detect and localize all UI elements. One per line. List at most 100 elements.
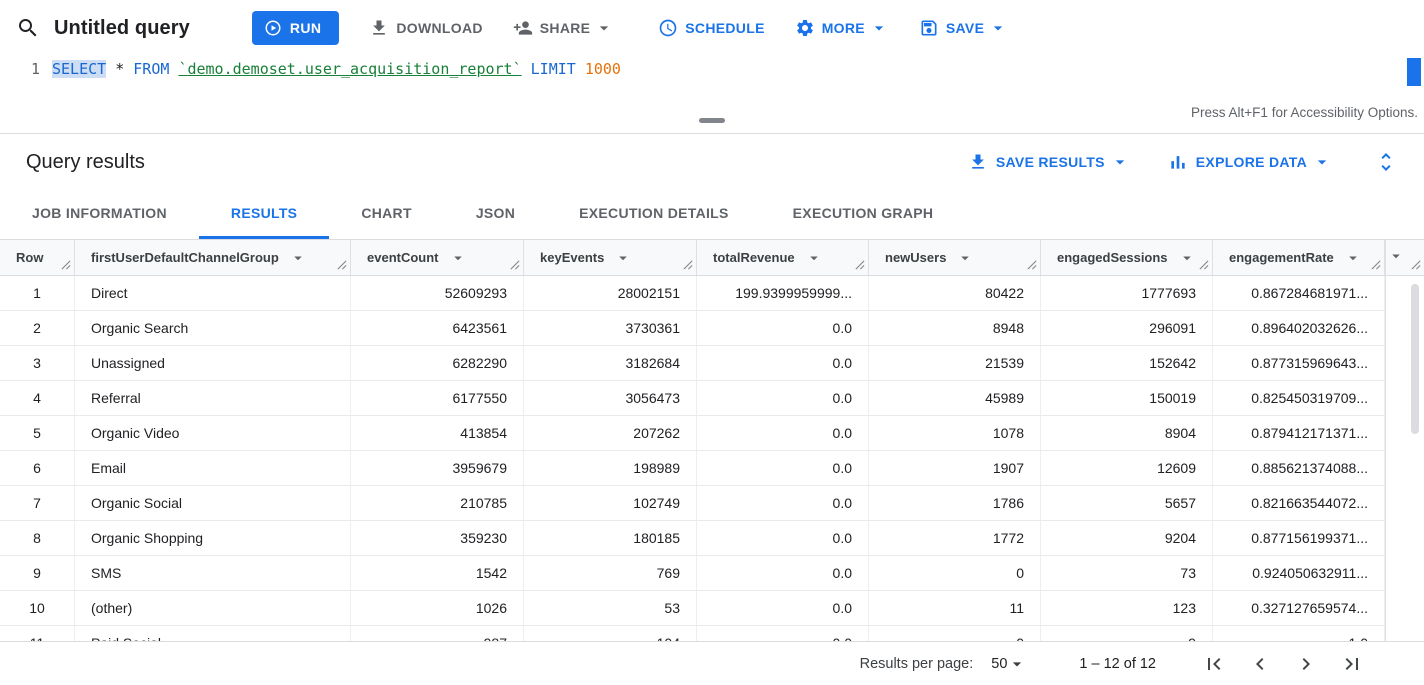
column-header-engagementRate[interactable]: engagementRate [1213, 240, 1385, 275]
cell: 53 [524, 591, 697, 625]
editor-scrollbar[interactable] [1407, 58, 1421, 86]
cell: 296091 [1041, 311, 1213, 345]
save-button[interactable]: SAVE [919, 10, 1008, 46]
table-header-row: Row firstUserDefaultChannelGroup eventCoun… [0, 240, 1385, 276]
column-resize-icon[interactable] [1370, 259, 1381, 270]
dropdown-icon [1317, 160, 1327, 165]
column-dropdown-icon[interactable] [1178, 249, 1196, 267]
table-row: 4 Referral 6177550 3056473 0.0 45989 150019 0.8… [0, 381, 1385, 416]
cell: 9204 [1041, 521, 1213, 555]
previous-page-button[interactable] [1244, 648, 1276, 680]
accessibility-hint: Press Alt+F1 for Accessibility Options. [1191, 105, 1418, 120]
table-scroll-gutter [1385, 240, 1424, 641]
download-button[interactable]: DOWNLOAD [369, 10, 482, 46]
column-dropdown-icon[interactable] [956, 249, 974, 267]
tab-results[interactable]: RESULTS [198, 190, 330, 239]
cell: 3730361 [524, 311, 697, 345]
column-resize-icon[interactable] [60, 259, 71, 270]
column-header-Row[interactable]: Row [0, 240, 75, 275]
first-page-button[interactable] [1198, 648, 1230, 680]
cell: 3959679 [351, 451, 524, 485]
run-button[interactable]: RUN [251, 11, 340, 45]
cell: 987 [351, 626, 524, 641]
tab-json[interactable]: JSON [475, 205, 516, 221]
download-label: DOWNLOAD [396, 20, 483, 36]
gutter-header [1386, 240, 1424, 276]
table-row: 6 Email 3959679 198989 0.0 1907 12609 0.8856213… [0, 451, 1385, 486]
query-results-header: Query results SAVE RESULTS EXPLORE DATA [0, 134, 1424, 190]
more-label: MORE [821, 20, 865, 36]
explore-data-button[interactable]: EXPLORE DATA [1168, 152, 1332, 172]
row-number-cell: 7 [0, 486, 75, 520]
pagination-controls [1198, 648, 1368, 680]
tab-job-information[interactable]: JOB INFORMATION [32, 205, 167, 221]
tab-execution-details[interactable]: EXECUTION DETAILS [579, 205, 729, 221]
column-resize-icon[interactable] [1026, 259, 1037, 270]
next-page-button[interactable] [1290, 648, 1322, 680]
column-header-newUsers[interactable]: newUsers [869, 240, 1041, 275]
column-header-engagedSessions[interactable]: engagedSessions [1041, 240, 1213, 275]
column-resize-icon[interactable] [1198, 259, 1209, 270]
cell: Organic Social [75, 486, 351, 520]
cell: (other) [75, 591, 351, 625]
cell: 0.0 [697, 451, 869, 485]
cell: 0.879412171371... [1213, 416, 1385, 450]
cell: 0.0 [697, 346, 869, 380]
column-resize-icon[interactable] [336, 259, 347, 270]
panel-splitter: Press Alt+F1 for Accessibility Options. [0, 100, 1424, 134]
results-table: Row firstUserDefaultChannelGroup eventCoun… [0, 240, 1424, 641]
row-number-cell: 10 [0, 591, 75, 625]
table-row: 1 Direct 52609293 28002151 199.9399959999...… [0, 276, 1385, 311]
chevron-right-icon [1302, 657, 1310, 670]
column-dropdown-icon[interactable] [614, 249, 632, 267]
cell: 0.877156199371... [1213, 521, 1385, 555]
column-resize-icon[interactable] [854, 259, 865, 270]
more-button[interactable]: MORE [795, 10, 889, 46]
column-resize-icon[interactable] [682, 259, 693, 270]
cell: 6282290 [351, 346, 524, 380]
column-resize-icon[interactable] [509, 259, 520, 270]
column-dropdown-icon[interactable] [805, 249, 823, 267]
first-page-icon [1208, 657, 1221, 670]
sql-table-ref[interactable]: `demo.demoset.user_acquisition_report` [178, 60, 522, 78]
cell: Email [75, 451, 351, 485]
column-resize-icon[interactable] [1410, 259, 1421, 270]
column-header-keyEvents[interactable]: keyEvents [524, 240, 697, 275]
column-label: totalRevenue [713, 250, 795, 265]
sql-star: * [115, 60, 125, 78]
last-page-button[interactable] [1336, 648, 1368, 680]
cell: Paid Social [75, 626, 351, 641]
splitter-handle[interactable] [699, 118, 725, 123]
explore-data-label: EXPLORE DATA [1195, 154, 1307, 170]
table-row: 7 Organic Social 210785 102749 0.0 1786 5657 0.… [0, 486, 1385, 521]
cell: 73 [1041, 556, 1213, 590]
table-row: 11Paid Social9871040.0091.0 [0, 626, 1385, 641]
tab-execution-graph[interactable]: EXECUTION GRAPH [792, 205, 934, 221]
column-dropdown-icon[interactable] [449, 249, 467, 267]
cell: 0.0 [697, 381, 869, 415]
save-results-button[interactable]: SAVE RESULTS [968, 152, 1130, 172]
column-dropdown-icon[interactable] [1344, 249, 1362, 267]
expand-results-button[interactable] [1374, 150, 1398, 174]
table-scrollbar[interactable] [1411, 284, 1419, 434]
cell: 1.0 [1213, 626, 1385, 641]
cell: 180185 [524, 521, 697, 555]
cell: 198989 [524, 451, 697, 485]
cell: 0 [869, 626, 1041, 641]
schedule-label: SCHEDULE [685, 20, 765, 36]
sql-editor[interactable]: 1 SELECT * FROM `demo.demoset.user_acqui… [0, 56, 1424, 100]
column-header-eventCount[interactable]: eventCount [351, 240, 524, 275]
tab-chart[interactable]: CHART [361, 205, 412, 221]
row-number-cell: 3 [0, 346, 75, 380]
column-header-firstUserDefaultChannelGroup[interactable]: firstUserDefaultChannelGroup [75, 240, 351, 275]
column-dropdown-icon[interactable] [1387, 247, 1405, 265]
sql-keyword-select: SELECT [52, 60, 107, 78]
column-dropdown-icon[interactable] [289, 249, 307, 267]
column-header-totalRevenue[interactable]: totalRevenue [697, 240, 869, 275]
cell: 0.0 [697, 626, 869, 641]
page-size-select[interactable]: 50 [991, 654, 1027, 674]
cell: 152642 [1041, 346, 1213, 380]
schedule-button[interactable]: SCHEDULE [658, 10, 764, 46]
column-label: keyEvents [540, 250, 605, 265]
share-button[interactable]: SHARE [513, 10, 615, 46]
